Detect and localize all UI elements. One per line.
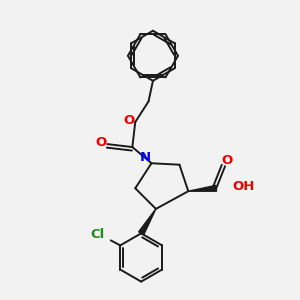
- Text: O: O: [221, 154, 232, 167]
- Text: O: O: [123, 114, 134, 127]
- Text: O: O: [95, 136, 106, 149]
- Text: OH: OH: [232, 180, 255, 193]
- Text: Cl: Cl: [90, 228, 104, 241]
- Polygon shape: [188, 185, 217, 191]
- Text: N: N: [140, 152, 151, 164]
- Polygon shape: [139, 209, 156, 235]
